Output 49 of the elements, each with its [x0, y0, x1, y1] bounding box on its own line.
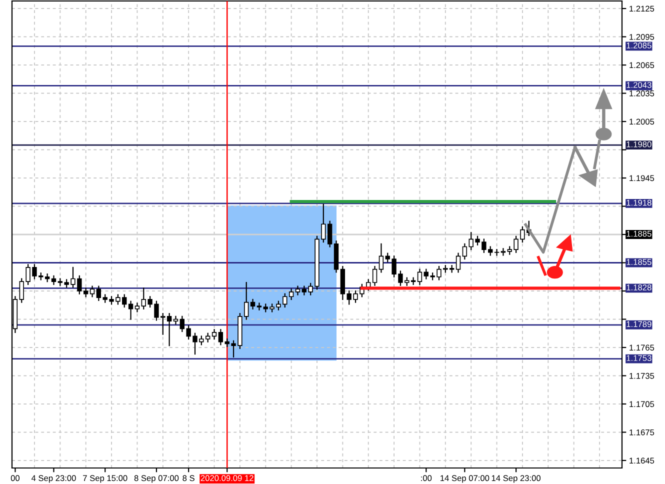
ref-line-label: 1.2043	[626, 82, 652, 88]
y-tick-label: 1.1645	[630, 458, 654, 464]
x-tick-label: 14 Sep 23:00	[492, 475, 541, 483]
x-tick-label: 8 Sep 07:00	[134, 475, 179, 483]
ref-line-label: 1.1918	[626, 200, 652, 206]
candlestick	[96, 286, 102, 301]
candlestick	[51, 275, 56, 285]
y-tick-label: 1.2035	[630, 90, 654, 96]
ref-line-label: 1.1855	[626, 259, 652, 265]
candlestick	[378, 243, 384, 273]
x-tick-label: 2020.09.09 12	[200, 475, 254, 482]
ref-line-label: 1.1885	[626, 230, 652, 237]
x-tick-label: 00	[10, 475, 20, 482]
candlestick	[417, 268, 422, 285]
x-tick-label: 8 S	[182, 475, 194, 482]
y-tick-label: 1.2065	[630, 62, 654, 68]
x-tick-label: 4 Sep 23:00	[31, 475, 76, 483]
candlestick	[173, 316, 178, 324]
candlestick	[256, 302, 262, 310]
x-tick-label: :00	[421, 475, 432, 482]
y-tick-label: 1.1675	[630, 429, 654, 436]
candlestick	[500, 248, 506, 256]
candlestick	[295, 286, 300, 296]
x-tick-label: 14 Sep 07:00	[440, 475, 490, 483]
candlestick	[212, 329, 217, 340]
ref-line-label: 1.1980	[626, 141, 652, 148]
y-tick-label: 1.2095	[630, 34, 654, 40]
ref-line-label: 1.1789	[626, 321, 652, 328]
y-tick-label: 1.1765	[630, 344, 654, 351]
candlestick	[250, 298, 256, 310]
ref-line-label: 1.1828	[626, 284, 652, 290]
y-tick-label: 1.1735	[630, 372, 654, 379]
candlestick	[288, 288, 294, 300]
y-tick-label: 1.2125	[630, 6, 654, 12]
y-tick-label: 1.2005	[630, 118, 654, 125]
candlestick	[128, 300, 134, 320]
candlestick	[494, 249, 500, 256]
y-tick-label: 1.1705	[630, 401, 654, 408]
candlestick	[218, 329, 224, 346]
ref-line-label: 1.2085	[626, 42, 652, 48]
ref-line-label: 1.1753	[626, 355, 652, 362]
candlestick	[372, 266, 378, 286]
candlestick	[90, 286, 95, 298]
candlestick	[456, 252, 461, 273]
y-tick-label: 1.1945	[630, 175, 654, 182]
x-tick-label: 7 Sep 15:00	[83, 475, 128, 483]
candlestick	[134, 302, 140, 312]
candlestick	[462, 243, 468, 260]
candlestick	[166, 313, 172, 346]
